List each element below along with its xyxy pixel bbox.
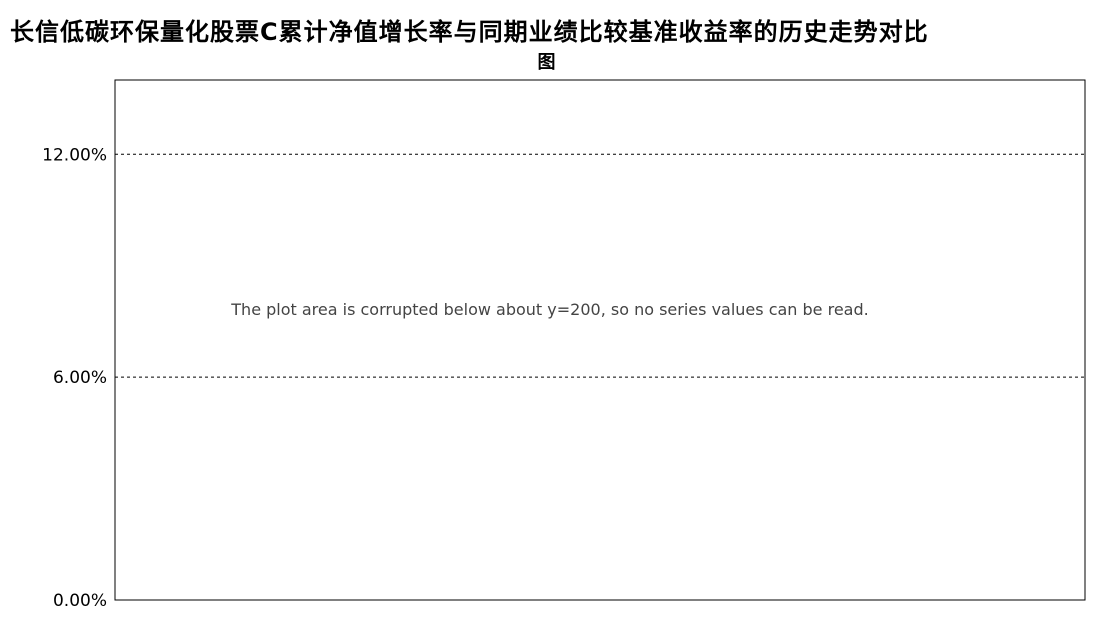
plot-frame bbox=[114, 79, 1086, 601]
chart-title: 长信低碳环保量化股票C累计净值增长率与同期业绩比较基准收益率的历史走势对比 bbox=[10, 18, 929, 46]
y-axis: 12.00% 6.00% 0.00% bbox=[42, 145, 1085, 611]
y-tick-label: 6.00% bbox=[53, 368, 107, 388]
y-tick-label: 12.00% bbox=[42, 145, 107, 165]
y-tick-label: 0.00% bbox=[53, 591, 107, 611]
chart-title-continued: 图 bbox=[537, 52, 556, 73]
unreadable-note: The plot area is corrupted below about y… bbox=[231, 300, 869, 319]
